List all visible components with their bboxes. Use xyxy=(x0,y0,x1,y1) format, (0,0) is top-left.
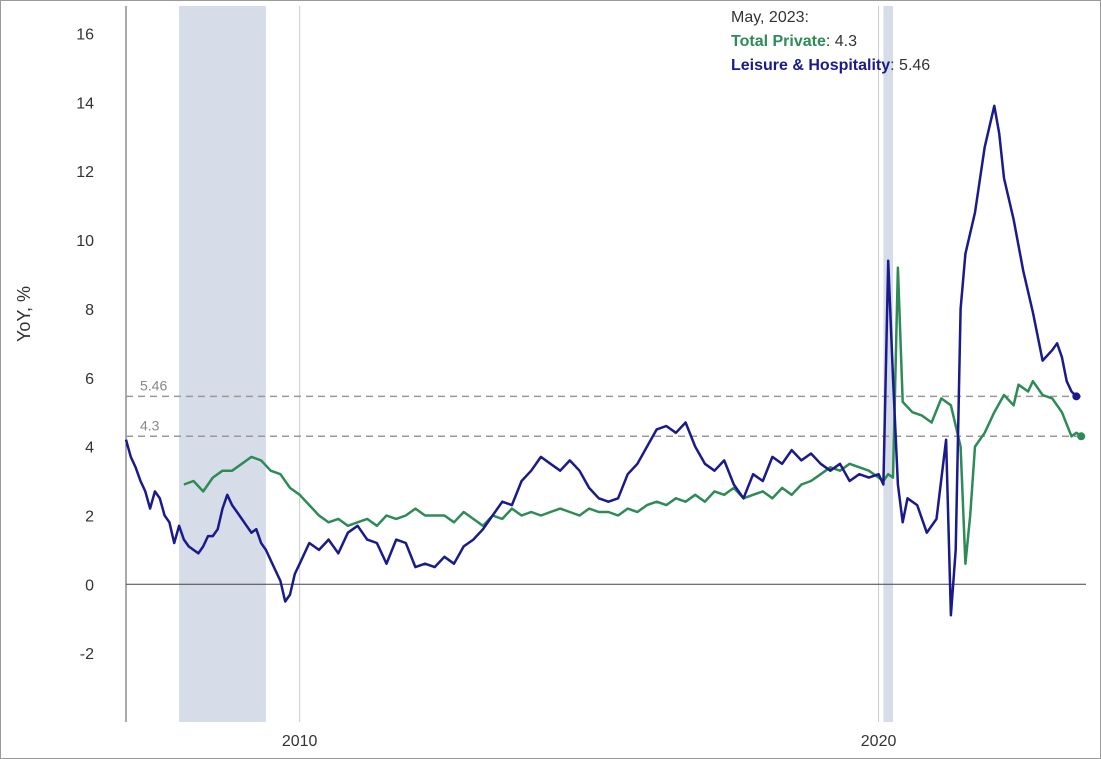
y-tick-label: 14 xyxy=(76,95,94,112)
y-tick-label: 6 xyxy=(85,371,94,388)
tooltip-row-total-private: Total Private: 4.3 xyxy=(731,33,857,50)
series-lines[interactable] xyxy=(124,104,1086,617)
tooltip-series-name: Total Private xyxy=(731,33,826,50)
tooltip-series-name: Leisure & Hospitality xyxy=(731,57,890,74)
tooltip-value: 4.3 xyxy=(835,33,857,50)
recession-bands xyxy=(179,6,894,722)
y-tick-label: 12 xyxy=(76,164,94,181)
series-end-marker xyxy=(1072,392,1081,401)
tooltip-separator: : xyxy=(826,33,835,50)
tooltip-row-leisure-hospitality: Leisure & Hospitality: 5.46 xyxy=(731,57,930,74)
x-axis-ticks: 2010 2020 xyxy=(282,733,897,750)
y-tick-label: 4 xyxy=(85,440,94,457)
y-axis-label: YoY, % xyxy=(14,286,34,342)
y-tick-label: 16 xyxy=(76,27,94,44)
y-tick-label: 8 xyxy=(85,302,94,319)
x-tick-label: 2010 xyxy=(282,733,318,750)
y-tick-label: 0 xyxy=(85,577,94,594)
x-gridlines xyxy=(299,6,880,722)
y-tick-label: 2 xyxy=(85,508,94,525)
hover-tooltip: May, 2023: Total Private: 4.3 Leisure & … xyxy=(731,9,930,74)
series-end-marker xyxy=(1077,432,1086,441)
reference-lines: 5.46 4.3 xyxy=(126,377,1086,438)
y-axis-ticks: -2 0 2 4 6 8 10 12 14 16 xyxy=(76,27,94,664)
x-tick-label: 2020 xyxy=(861,733,897,750)
series-line[interactable] xyxy=(183,266,1082,565)
recession-band xyxy=(883,6,894,722)
series-line[interactable] xyxy=(124,104,1078,617)
reference-line-label: 4.3 xyxy=(140,417,160,433)
tooltip-value: 5.46 xyxy=(899,57,930,74)
y-tick-label: -2 xyxy=(80,646,94,663)
y-tick-label: 10 xyxy=(76,233,94,250)
recession-band xyxy=(179,6,266,722)
reference-line-label: 5.46 xyxy=(140,377,167,393)
tooltip-date: May, 2023: xyxy=(731,9,809,26)
tooltip-separator: : xyxy=(890,57,899,74)
